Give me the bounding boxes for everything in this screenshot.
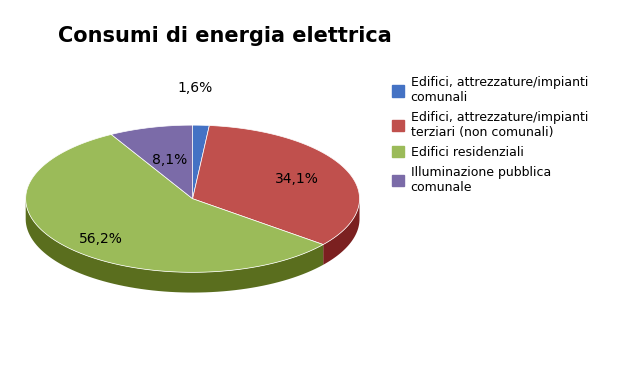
Legend: Edifici, attrezzature/impianti
comunali, Edifici, attrezzature/impianti
terziari: Edifici, attrezzature/impianti comunali,…	[388, 72, 592, 198]
Polygon shape	[26, 199, 323, 293]
Polygon shape	[26, 134, 323, 272]
Polygon shape	[111, 125, 193, 199]
Text: 1,6%: 1,6%	[177, 81, 213, 95]
Text: Consumi di energia elettrica: Consumi di energia elettrica	[58, 26, 392, 46]
Text: 8,1%: 8,1%	[152, 153, 187, 167]
Text: 34,1%: 34,1%	[275, 172, 319, 186]
Text: 56,2%: 56,2%	[79, 232, 123, 246]
Polygon shape	[323, 199, 360, 265]
Polygon shape	[193, 125, 209, 199]
Polygon shape	[193, 125, 360, 245]
